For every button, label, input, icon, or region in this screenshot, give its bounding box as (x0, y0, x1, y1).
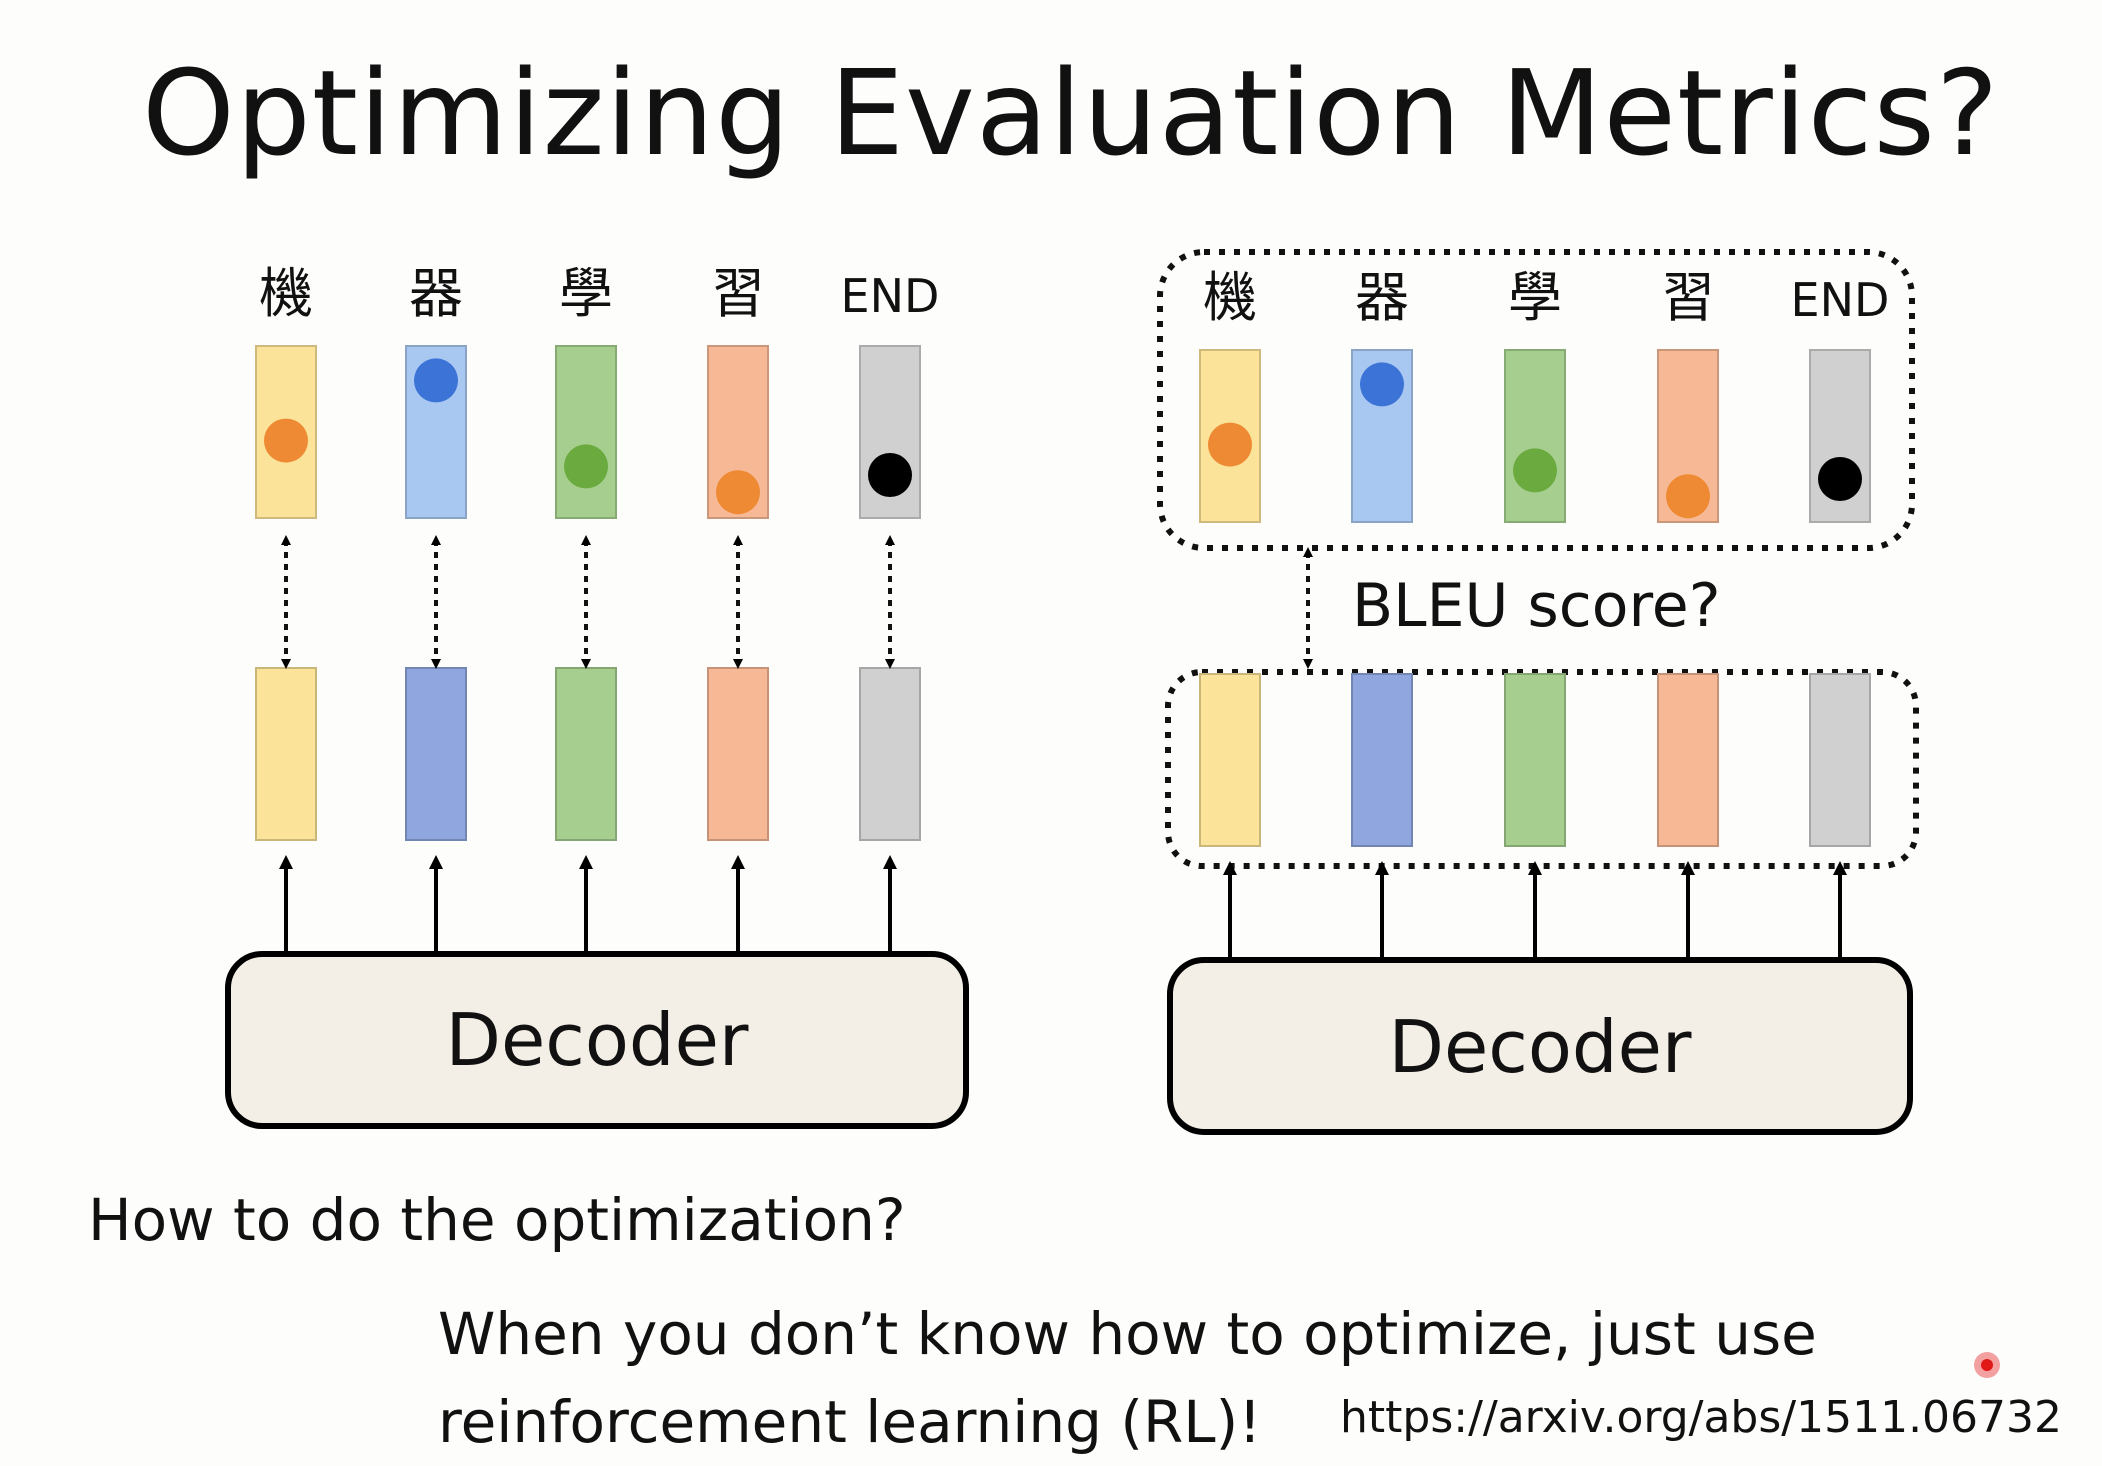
token-label-right-2: 學 (1508, 266, 1562, 329)
distribution-dot-left-3 (716, 470, 760, 515)
target-bar-right-0 (1199, 673, 1261, 847)
answer-line-1: When you don’t know how to optimize, jus… (438, 1300, 1817, 1368)
decoder-label-left: Decoder (446, 998, 749, 1082)
token-label-right-0: 機 (1203, 266, 1257, 329)
target-bar-left-3 (707, 667, 769, 841)
slide-title: Optimizing Evaluation Metrics? (142, 44, 2000, 182)
distribution-dot-right-2 (1513, 448, 1557, 493)
target-bar-left-0 (255, 667, 317, 841)
distribution-bar-right-2 (1504, 349, 1566, 523)
token-label-left-0: 機 (259, 262, 313, 325)
distribution-dot-right-4 (1818, 457, 1862, 501)
token-label-right-4: END (1791, 273, 1890, 327)
distribution-dot-right-1 (1360, 362, 1404, 407)
distribution-dot-left-4 (868, 453, 912, 497)
distribution-dot-left-1 (414, 358, 458, 403)
decoder-box-right (1167, 957, 1913, 1135)
bleu-score-label: BLEU score? (1352, 571, 1721, 641)
target-bar-left-2 (555, 667, 617, 841)
distribution-dot-left-2 (564, 444, 608, 489)
distribution-bar-left-2 (555, 345, 617, 519)
target-bar-left-4 (859, 667, 921, 841)
token-label-right-3: 習 (1661, 266, 1715, 329)
laser-pointer-icon (1974, 1352, 2000, 1378)
answer-line-2: reinforcement learning (RL)! (438, 1388, 1262, 1456)
token-label-left-2: 學 (559, 262, 613, 325)
token-label-right-1: 器 (1355, 266, 1409, 329)
question-text: How to do the optimization? (88, 1186, 906, 1254)
target-bar-right-4 (1809, 673, 1871, 847)
token-label-left-1: 器 (409, 262, 463, 325)
token-label-left-3: 習 (711, 262, 765, 325)
prediction-group-box (1157, 249, 1915, 551)
target-bar-right-2 (1504, 673, 1566, 847)
target-bar-left-1 (405, 667, 467, 841)
distribution-dot-right-3 (1666, 474, 1710, 519)
diagram: 機 器 學 習 END Decoder BLEU score? 機 器 學 習 END Decoder (225, 249, 1919, 1135)
decoder-label-right: Decoder (1389, 1005, 1692, 1089)
target-bar-right-1 (1351, 673, 1413, 847)
target-group-box (1165, 669, 1919, 869)
distribution-dot-left-0 (264, 418, 308, 463)
reference-url[interactable]: https://arxiv.org/abs/1511.06732 (1340, 1392, 2063, 1443)
answer-text: When you don’t know how to optimize, jus… (438, 1290, 1817, 1466)
target-bar-right-3 (1657, 673, 1719, 847)
distribution-dot-right-0 (1208, 422, 1252, 467)
token-label-left-4: END (841, 269, 940, 323)
decoder-box-left (225, 951, 969, 1129)
